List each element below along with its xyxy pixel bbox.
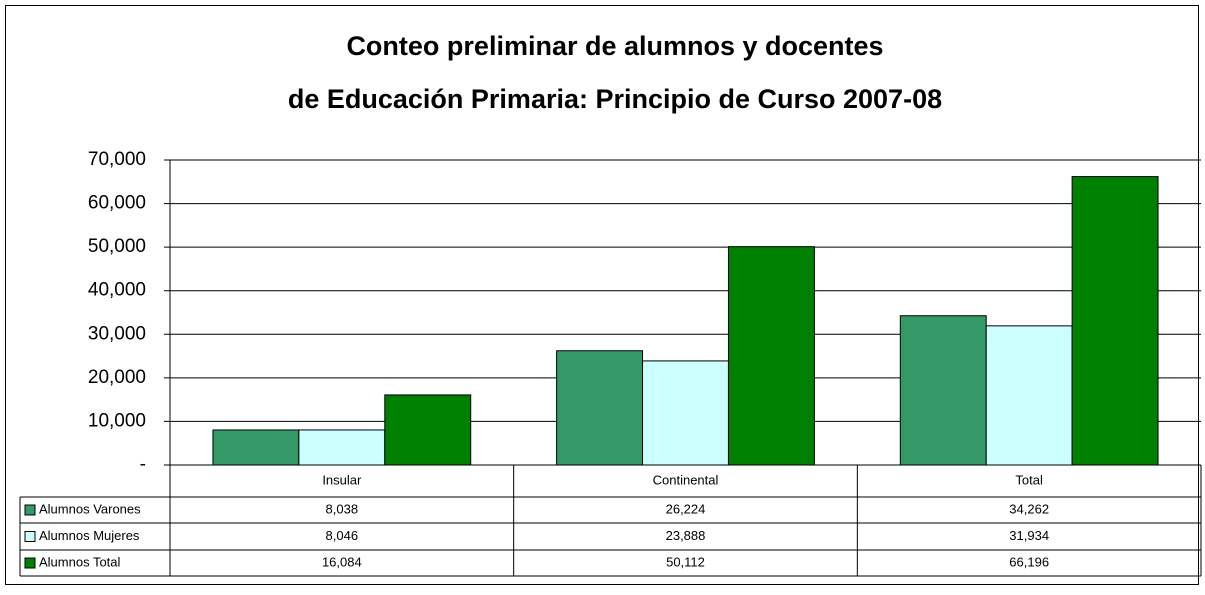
x-tick-label: Insular: [322, 472, 362, 487]
bar: [384, 394, 472, 466]
chart-border: [5, 5, 1199, 585]
bar: [556, 350, 644, 466]
y-tick-label: 60,000: [88, 193, 146, 214]
bar: [212, 429, 300, 466]
bar: [1071, 176, 1159, 466]
table-value: 26,224: [666, 501, 706, 516]
x-tick-label: Continental: [653, 472, 719, 487]
y-tick-label: 70,000: [88, 149, 146, 170]
bar: [298, 429, 386, 466]
x-tick-label: Total: [1015, 472, 1043, 487]
y-tick-label: 10,000: [88, 410, 146, 431]
legend-label: Alumnos Total: [39, 554, 121, 569]
table-value: 31,934: [1009, 528, 1049, 543]
legend-swatch: [24, 531, 36, 542]
chart-title: Conteo preliminar de alumnos y docentes: [346, 31, 883, 61]
table-value: 23,888: [666, 528, 706, 543]
legend-label: Alumnos Varones: [39, 501, 141, 516]
y-tick-label: 30,000: [88, 323, 146, 344]
legend-swatch: [24, 557, 36, 569]
y-tick-label: 40,000: [88, 280, 146, 301]
table-value: 16,084: [322, 554, 362, 569]
bar: [642, 360, 729, 466]
y-tick-label: 20,000: [88, 367, 146, 388]
table-value: 50,112: [666, 554, 705, 569]
table-value: 8,046: [326, 528, 359, 543]
bar: [985, 325, 1073, 466]
legend-swatch: [24, 504, 36, 516]
y-tick-label: 50,000: [88, 236, 146, 257]
y-tick-label: -: [140, 454, 146, 475]
bar: [899, 315, 987, 466]
table-value: 34,262: [1009, 501, 1049, 516]
bar: [727, 246, 815, 466]
chart-title: de Educación Primaria: Principio de Curs…: [288, 84, 942, 114]
table-value: 66,196: [1009, 554, 1049, 569]
legend-label: Alumnos Mujeres: [39, 528, 140, 543]
table-value: 8,038: [326, 501, 359, 516]
